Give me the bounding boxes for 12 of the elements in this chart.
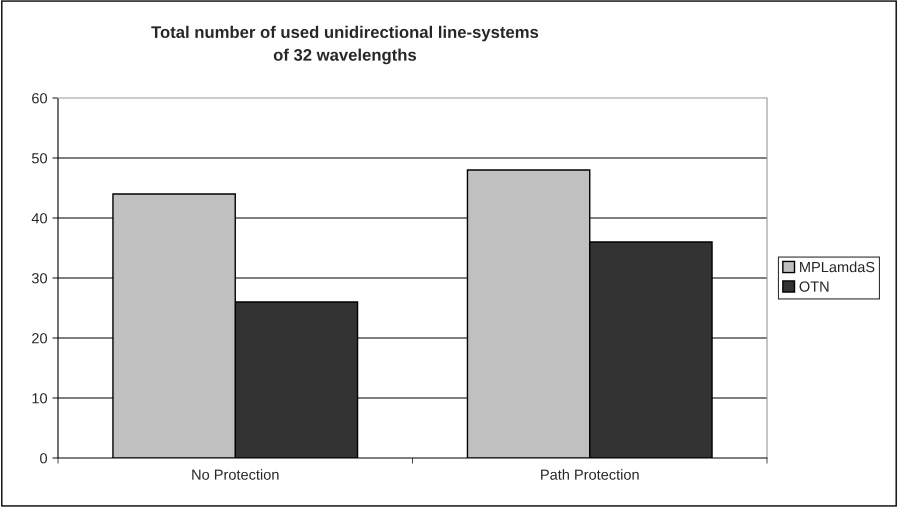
y-tick-label: 0	[40, 453, 48, 464]
y-tick-label: 40	[32, 213, 48, 224]
chart-title: Total number of used unidirectional line-systems of 32 wavelengths	[151, 26, 538, 64]
y-tick-label: 30	[32, 273, 48, 284]
y-tick-label: 50	[32, 153, 48, 164]
x-tick-label: No Protection	[192, 469, 278, 480]
y-tick-label: 20	[32, 333, 48, 344]
legend-label: MPLamdaS	[800, 261, 874, 272]
x-tick-label: Path Protection	[541, 469, 639, 480]
legend-label: OTN	[800, 281, 828, 292]
y-tick-label: 10	[32, 393, 48, 404]
y-tick-label: 60	[32, 93, 48, 104]
